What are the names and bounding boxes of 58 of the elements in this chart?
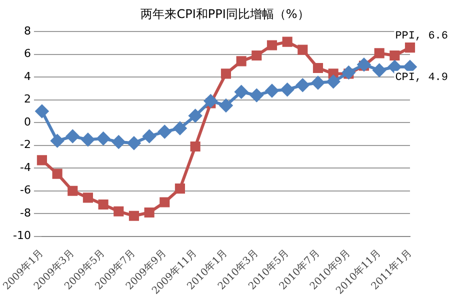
data-label: PPI, 6.6: [395, 30, 448, 42]
point: [158, 125, 172, 138]
point: [142, 130, 156, 143]
point: [265, 84, 278, 98]
chart-title: 两年来CPI和PPI同比增幅（%）: [140, 6, 310, 23]
point: [250, 88, 264, 102]
point: [114, 206, 124, 216]
point: [220, 68, 232, 79]
point: [36, 155, 47, 166]
point: [372, 64, 386, 77]
y-tick-label: 6: [24, 47, 31, 60]
point: [374, 48, 384, 58]
point: [174, 184, 186, 194]
y-tick-label: 4: [24, 70, 31, 83]
point: [296, 78, 310, 92]
y-tick-label: -6: [20, 184, 31, 197]
point: [50, 134, 64, 148]
point: [266, 40, 278, 50]
point: [219, 99, 232, 112]
point: [280, 83, 294, 96]
point: [52, 168, 62, 179]
point: [35, 104, 48, 118]
point: [173, 122, 186, 135]
point: [81, 133, 94, 146]
point: [188, 109, 202, 122]
point: [236, 56, 246, 66]
point: [68, 186, 78, 196]
point: [112, 135, 126, 148]
point: [96, 132, 110, 146]
point: [144, 207, 154, 218]
point: [390, 50, 400, 61]
y-tick-label: -2: [20, 138, 31, 152]
y-tick-label: -10: [13, 229, 31, 242]
point: [357, 58, 370, 72]
y-tick-label: 8: [24, 24, 31, 38]
y-tick-label: -4: [20, 160, 31, 174]
point: [127, 136, 140, 150]
point: [298, 44, 308, 55]
point: [311, 76, 324, 90]
point: [82, 192, 94, 203]
point: [190, 141, 200, 152]
point: [342, 66, 356, 80]
point: [388, 60, 402, 74]
point: [282, 36, 292, 47]
point: [160, 197, 170, 208]
data-label: CPI, 4.9: [395, 72, 448, 84]
point: [66, 130, 80, 143]
point: [326, 75, 340, 88]
point: [312, 62, 324, 74]
point: [404, 42, 416, 53]
point: [204, 94, 218, 108]
point: [234, 85, 248, 98]
point: [128, 210, 140, 221]
y-tick-label: -8: [20, 206, 31, 220]
point: [252, 50, 262, 61]
point: [98, 199, 108, 210]
y-tick-label: 2: [24, 92, 31, 106]
y-tick-label: 0: [24, 115, 31, 128]
